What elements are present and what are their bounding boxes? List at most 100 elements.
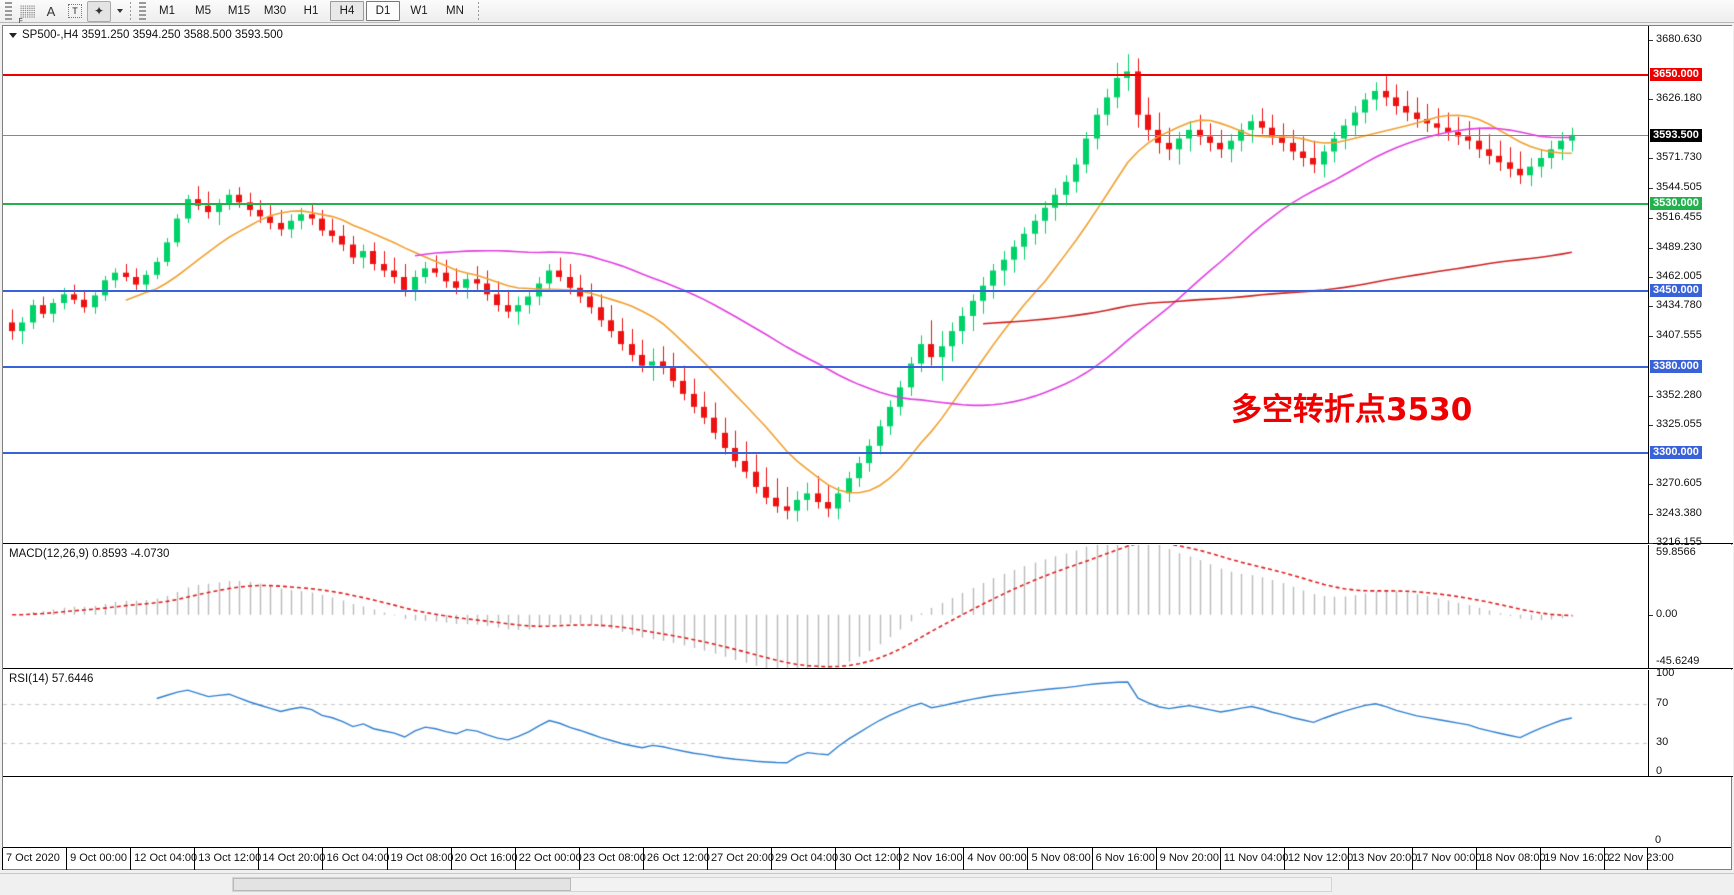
time-axis-label: 6 Nov 16:00 [1095, 852, 1155, 864]
time-axis-divider [771, 848, 773, 870]
time-axis-divider [1283, 848, 1285, 870]
timeframe-m15[interactable]: M15 [227, 5, 251, 17]
time-axis-label: 29 Oct 04:00 [775, 852, 839, 864]
price-level-tag: 3530.000 [1650, 197, 1702, 211]
time-axis-divider [835, 848, 837, 870]
rsi-scale: 100 70 30 0 [1648, 668, 1733, 777]
price-level-line[interactable] [3, 73, 1648, 76]
time-axis-divider [258, 848, 260, 870]
macd-label: MACD(12,26,9) 0.8593 -4.0730 [9, 548, 170, 560]
symbol-info-label[interactable]: SP500-,H4 3591.250 3594.250 3588.500 359… [9, 29, 283, 41]
text-label-icon[interactable]: T [63, 1, 87, 22]
time-axis-divider [1091, 848, 1093, 870]
rsi-plot-area[interactable]: RSI(14) 57.6446 [3, 670, 1648, 776]
objects-icon[interactable]: ✦ [87, 0, 111, 22]
price-scale-tick [1649, 277, 1653, 278]
horizontal-scrollbar[interactable] [232, 877, 1332, 892]
price-scale-tick [1649, 40, 1653, 42]
rsi-scale-label: 70 [1656, 696, 1669, 709]
price-level-line[interactable] [3, 134, 1648, 136]
time-axis-divider [1604, 848, 1606, 870]
time-axis-label: 19 Oct 08:00 [390, 852, 454, 864]
price-scale-tick [1649, 395, 1653, 397]
macd-panel[interactable]: MACD(12,26,9) 0.8593 -4.0730 59.8566 0.00… [3, 545, 1733, 669]
time-axis-label: 4 Nov 00:00 [967, 852, 1027, 864]
text-a-icon[interactable]: A [46, 3, 56, 19]
time-axis-label: 13 Nov 20:00 [1351, 852, 1418, 864]
time-axis-divider [2, 848, 3, 870]
timeframe-m5[interactable]: M5 [195, 5, 211, 17]
time-axis-label: 9 Oct 00:00 [70, 852, 127, 864]
price-scale-tick [1649, 306, 1653, 308]
timeframe-mn[interactable]: MN [446, 5, 464, 17]
price-level-line[interactable] [3, 203, 1648, 206]
timeframe-w1[interactable]: W1 [410, 5, 428, 17]
time-axis-divider [707, 848, 709, 870]
price-scale-tick [1649, 99, 1653, 101]
timeframe-h4[interactable]: H4 [330, 1, 364, 21]
price-scale[interactable]: 3680.630 3626.180 3571.730 3544.505 3516.455… [1648, 26, 1733, 548]
rsi-panel[interactable]: RSI(14) 57.6446 100 70 30 0 [3, 668, 1733, 777]
time-axis-divider [899, 848, 901, 870]
macd-canvas [3, 545, 1647, 668]
time-axis-label: 20 Oct 16:00 [454, 852, 518, 864]
chart-window[interactable]: SP500-,H4 3591.250 3594.250 3588.500 359… [2, 25, 1733, 870]
price-scale-tick [1649, 187, 1653, 189]
time-axis-label: 5 Nov 08:00 [1031, 852, 1091, 864]
price-scale-tick [1649, 335, 1653, 337]
toolbar-divider-2 [478, 2, 479, 20]
crosshair-grid-icon[interactable] [15, 1, 39, 25]
time-axis-label: 22 Oct 00:00 [518, 852, 582, 864]
time-axis[interactable]: 7 Oct 2020 9 Oct 00:00 12 Oct 04:00 13 Oct … [2, 834, 1731, 870]
rsi-scale-label: 30 [1656, 735, 1669, 748]
price-level-line[interactable] [3, 289, 1648, 292]
time-axis-label: 18 Nov 08:00 [1480, 852, 1546, 864]
timeframe-m1[interactable]: M1 [159, 5, 175, 17]
timeframe-grip[interactable] [139, 2, 146, 20]
rsi-scale-label: 0 [1656, 765, 1663, 777]
price-level-tag: 3300.000 [1650, 446, 1702, 460]
time-axis-label: 16 Oct 04:00 [326, 852, 390, 864]
time-axis-divider [1647, 848, 1648, 870]
time-axis-label: 14 Oct 20:00 [262, 852, 326, 864]
time-axis-label: 22 Nov 23:00 [1608, 852, 1674, 864]
time-axis-label: 27 Oct 20:00 [711, 852, 775, 864]
time-axis-label: 12 Nov 12:00 [1287, 852, 1354, 864]
price-scale-label: 3544.505 [1656, 180, 1702, 193]
price-scale-label: 3270.605 [1656, 477, 1702, 490]
toolbar-divider [130, 2, 131, 20]
price-level-line[interactable] [3, 452, 1648, 455]
time-axis-label: 7 Oct 2020 [6, 852, 60, 864]
time-axis-label: 12 Oct 04:00 [134, 852, 198, 864]
chevron-down-icon[interactable] [9, 32, 17, 38]
time-axis-divider [514, 848, 516, 870]
time-axis-label: 30 Oct 12:00 [839, 852, 903, 864]
main-toolbar: A T ✦ M1 M5 M15 M30 H1 H4 D1 W1 MN [0, 0, 1734, 25]
scrollbar-thumb[interactable] [233, 878, 571, 891]
time-axis-label: 23 Oct 08:00 [582, 852, 646, 864]
timeframe-m30[interactable]: M30 [263, 5, 287, 17]
timeframe-d1[interactable]: D1 [366, 1, 400, 21]
price-scale-tick [1649, 484, 1653, 486]
price-scale-label: 3216.155 [1656, 536, 1702, 548]
price-scale-tick [1649, 513, 1653, 515]
price-level-tag: 3650.000 [1650, 67, 1702, 81]
objects-dropdown-icon[interactable] [111, 1, 125, 22]
time-axis-divider [1347, 848, 1349, 870]
timeframe-h1[interactable]: H1 [303, 5, 319, 17]
time-axis-label: 19 Nov 16:00 [1544, 852, 1610, 864]
candlestick-canvas [3, 26, 1647, 543]
price-scale-label: 3243.380 [1656, 506, 1702, 519]
chart-annotation-text: 多空转折点3530 [1231, 392, 1473, 428]
time-axis-divider [386, 848, 388, 870]
toolbar-grip[interactable] [5, 2, 12, 20]
time-axis-divider [130, 848, 132, 870]
price-scale-label: 3434.780 [1656, 299, 1702, 312]
price-plot-area[interactable]: SP500-,H4 3591.250 3594.250 3588.500 359… [3, 26, 1648, 543]
time-axis-label: 9 Nov 20:00 [1159, 852, 1219, 864]
macd-plot-area[interactable]: MACD(12,26,9) 0.8593 -4.0730 [3, 545, 1648, 668]
price-panel[interactable]: SP500-,H4 3591.250 3594.250 3588.500 359… [3, 26, 1733, 548]
price-level-tag: 3593.500 [1650, 128, 1702, 142]
macd-scale-label: -45.6249 [1656, 655, 1700, 667]
price-level-line[interactable] [3, 365, 1648, 368]
